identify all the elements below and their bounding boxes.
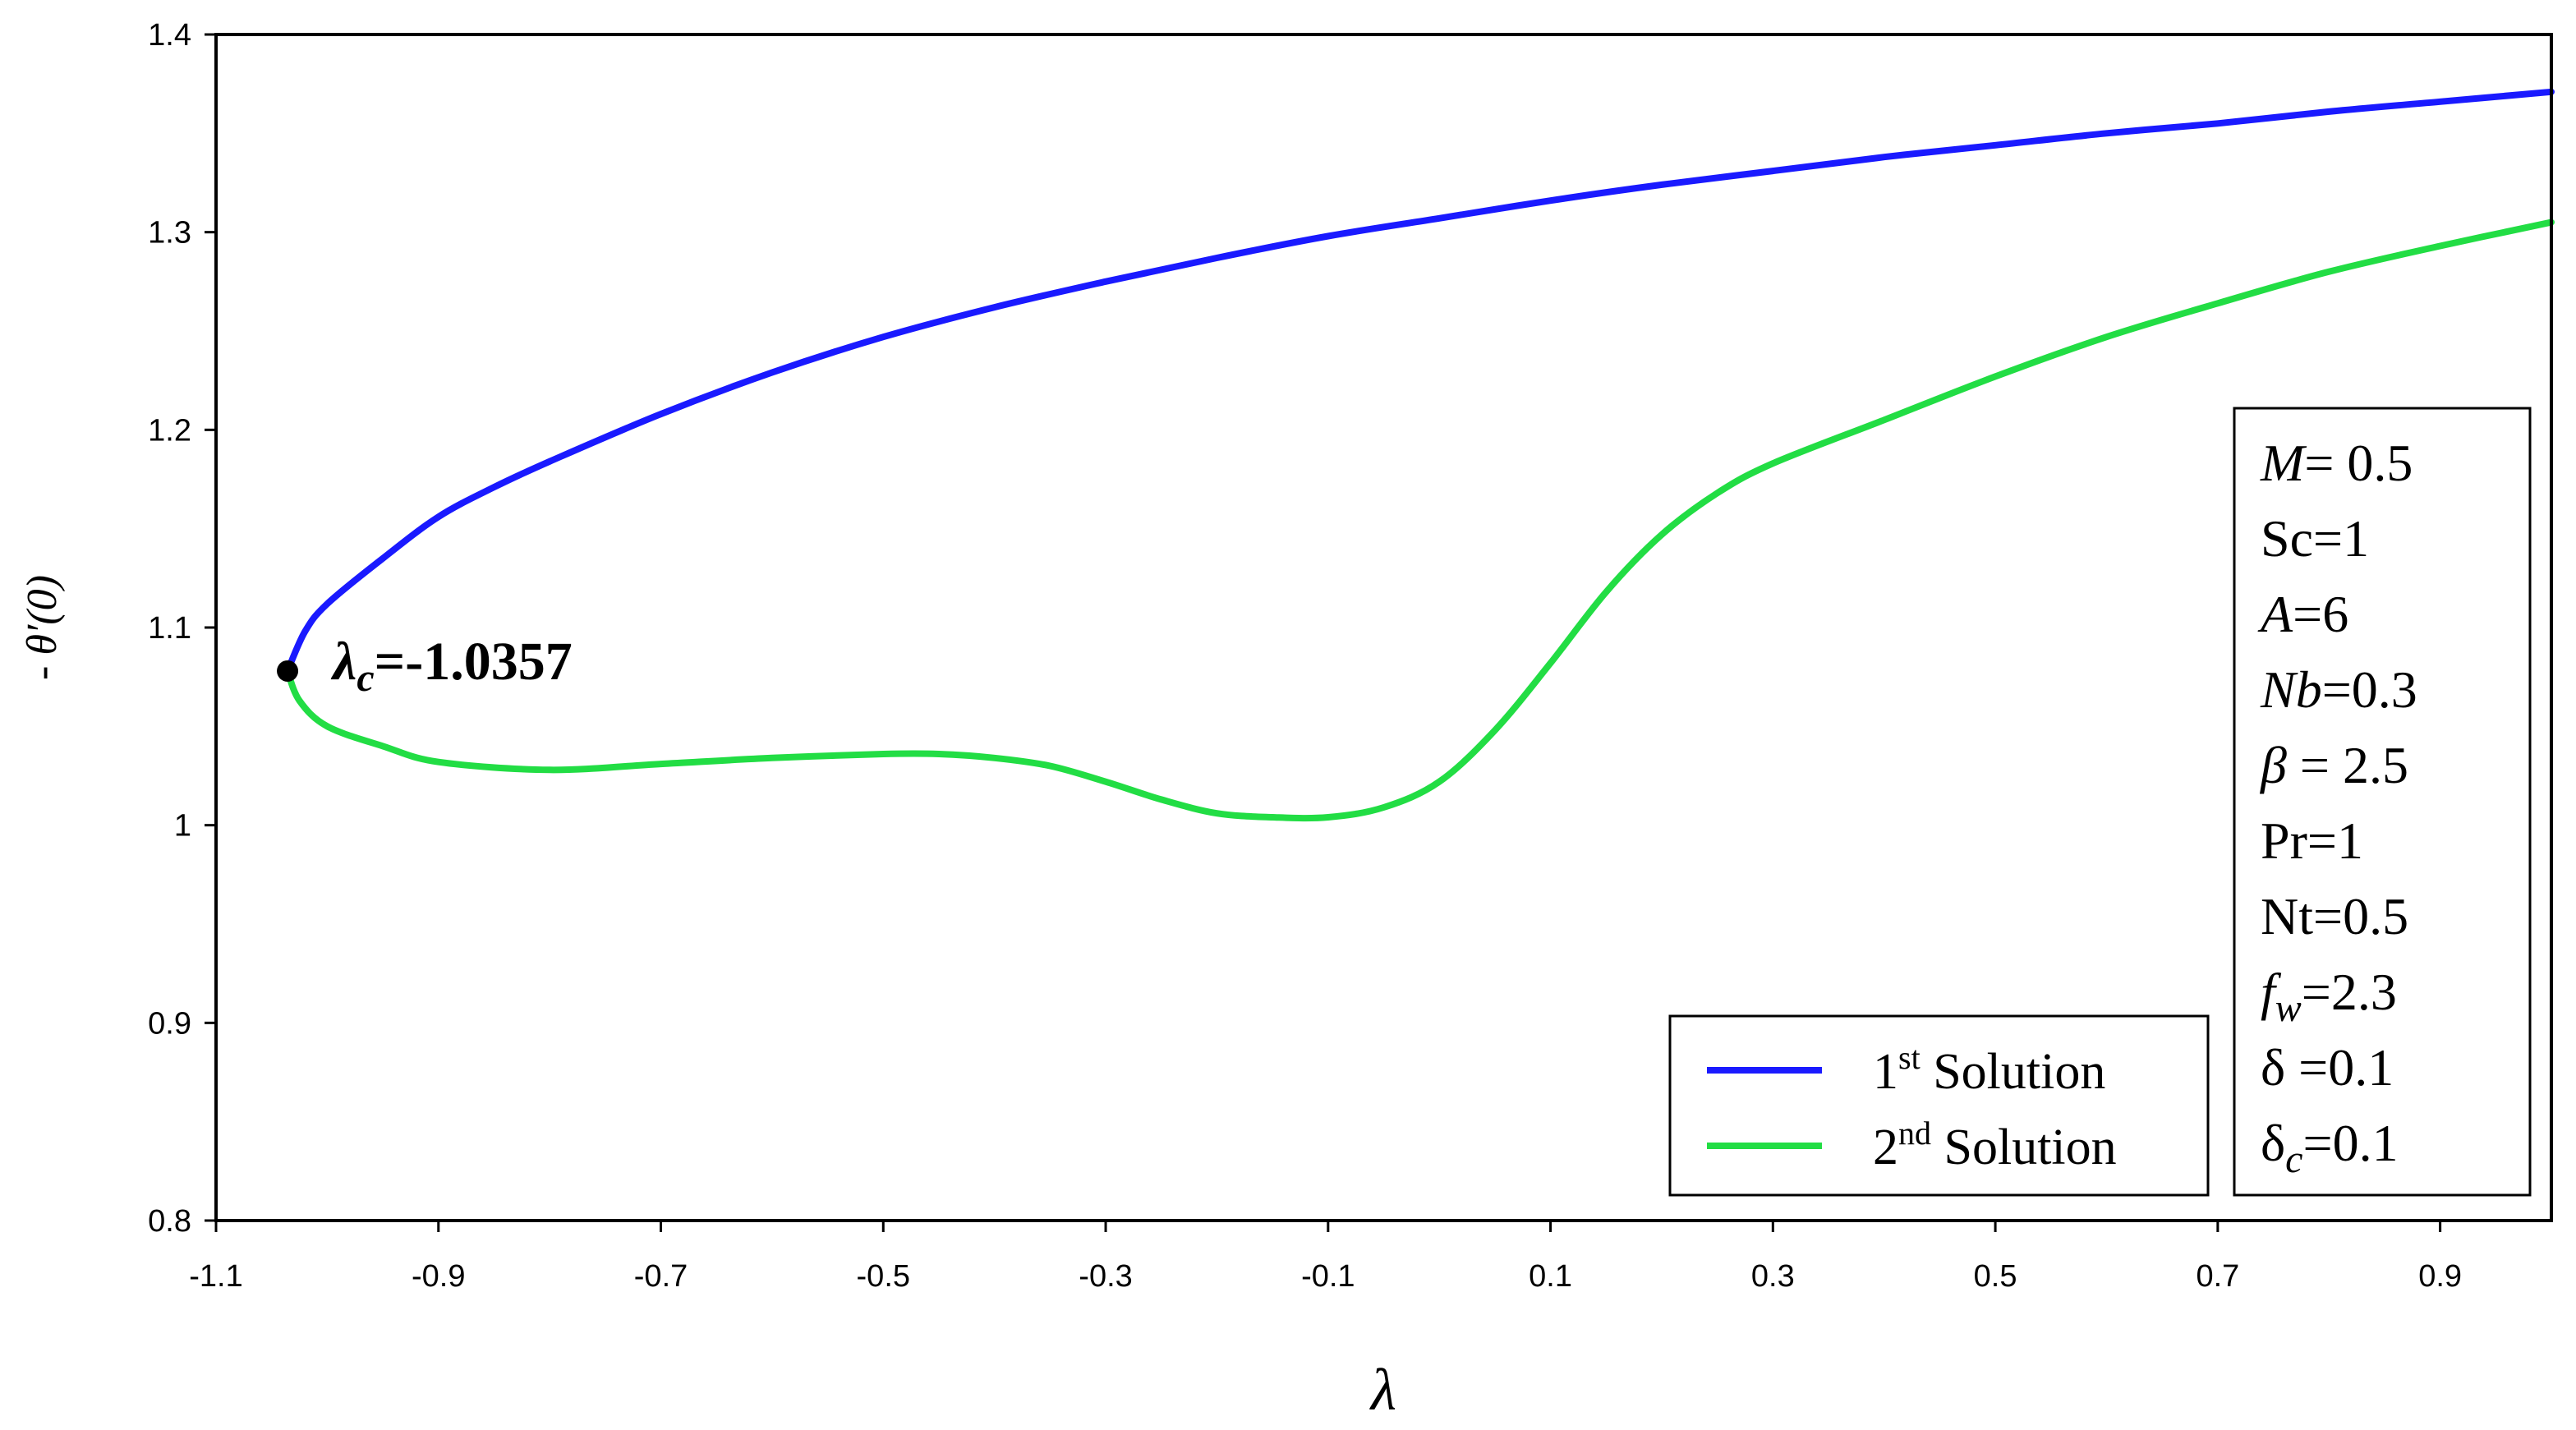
legend-label-1: 1st Solution <box>1873 1039 2105 1100</box>
plot-frame <box>214 33 2553 1222</box>
parameter-value: =0.1 <box>2302 1114 2398 1172</box>
parameter-entry: fw=2.3 <box>2261 963 2397 1030</box>
critical-point-marker <box>277 660 299 682</box>
parameter-entry: A=6 <box>2257 585 2348 643</box>
x-tick-label: -0.5 <box>857 1259 910 1294</box>
critical-point-symbol: λ <box>330 632 356 692</box>
parameter-name: β <box>2259 736 2287 794</box>
parameter-box: M= 0.5Sc=1A=6Nb=0.3β = 2.5Pr=1Nt=0.5fw=2… <box>2233 407 2532 1197</box>
parameter-subscript: c <box>2285 1138 2302 1181</box>
series-line-1 <box>284 88 2555 674</box>
parameter-name: δ <box>2261 1038 2285 1097</box>
y-tick-label: 1.1 <box>148 611 191 646</box>
parameter-entry: M= 0.5 <box>2260 434 2413 492</box>
parameter-value: =1 <box>2307 812 2363 870</box>
parameter-value: =0.1 <box>2285 1038 2394 1097</box>
legend-ordinal-suffix: nd <box>1898 1115 1931 1152</box>
x-tick-label: 0.3 <box>1751 1259 1795 1294</box>
parameter-name: M <box>2260 434 2307 492</box>
y-axis-ticks: 0.8 0.9 1 1.1 1.2 1.3 1.4 <box>148 18 216 1239</box>
parameter-name: Sc <box>2261 509 2313 568</box>
parameter-box-frame <box>2233 407 2532 1197</box>
parameter-name: Nt <box>2261 887 2313 945</box>
x-axis-ticks: -1.1 -0.9 -0.7 -0.5 -0.3 -0.1 0.1 0.3 0.5 0.7 0.9 <box>189 1221 2462 1294</box>
x-tick-label: -0.3 <box>1079 1259 1132 1294</box>
parameter-name: A <box>2257 585 2293 643</box>
x-tick-label: -0.7 <box>634 1259 688 1294</box>
parameter-value: = 2.5 <box>2287 736 2408 794</box>
y-tick-label: 1.3 <box>148 216 191 251</box>
parameter-entry: β = 2.5 <box>2259 736 2408 794</box>
x-tick-label: 0.9 <box>2418 1259 2462 1294</box>
legend-ordinal: 2 <box>1873 1120 1898 1175</box>
y-tick-label: 1 <box>174 809 191 844</box>
parameter-entry: Pr=1 <box>2261 812 2363 870</box>
x-tick-label: 0.5 <box>1974 1259 2017 1294</box>
x-axis-title: λ <box>1369 1357 1396 1423</box>
parameter-value: =1 <box>2313 509 2369 568</box>
legend-box <box>1668 1014 2210 1197</box>
parameter-name: δ <box>2261 1114 2285 1172</box>
critical-point-label: λc=-1.0357 <box>330 632 573 700</box>
parameter-entry: Nt=0.5 <box>2261 887 2408 945</box>
parameter-name: Pr <box>2261 812 2307 870</box>
x-tick-label: 0.7 <box>2196 1259 2239 1294</box>
parameter-value: =0.3 <box>2322 660 2417 719</box>
parameter-entry: Sc=1 <box>2261 509 2369 568</box>
legend-ordinal: 1 <box>1873 1044 1898 1100</box>
x-tick-label: 0.1 <box>1529 1259 1572 1294</box>
critical-point-group: λc=-1.0357 <box>277 632 573 700</box>
y-tick-label: 1.4 <box>148 18 191 53</box>
y-axis-title: - θ′(0) <box>19 575 66 680</box>
x-tick-label: -0.9 <box>412 1259 465 1294</box>
parameter-entry: δ =0.1 <box>2261 1038 2394 1097</box>
parameter-value: = 0.5 <box>2304 434 2413 492</box>
critical-point-subscript: c <box>356 656 374 700</box>
series-line-2 <box>284 218 2555 822</box>
y-tick-label: 0.9 <box>148 1006 191 1041</box>
parameter-name: Nb <box>2260 660 2322 719</box>
parameter-entry: δc=0.1 <box>2261 1114 2399 1181</box>
x-tick-label: -0.1 <box>1301 1259 1355 1294</box>
parameter-value: =0.5 <box>2313 887 2408 945</box>
parameter-entry: Nb=0.3 <box>2260 660 2417 719</box>
x-tick-label: -1.1 <box>189 1259 242 1294</box>
series-layer <box>284 88 2555 822</box>
legend-text: Solution <box>1920 1044 2106 1100</box>
parameter-value: =6 <box>2293 585 2348 643</box>
parameter-subscript: w <box>2275 986 2302 1030</box>
y-tick-label: 0.8 <box>148 1204 191 1239</box>
legend-text: Solution <box>1931 1120 2117 1175</box>
legend-label-2: 2nd Solution <box>1873 1115 2117 1175</box>
parameter-value: =2.3 <box>2302 963 2397 1021</box>
y-tick-label: 1.2 <box>148 413 191 448</box>
critical-point-value: =-1.0357 <box>375 632 573 692</box>
legend-ordinal-suffix: st <box>1898 1039 1920 1076</box>
